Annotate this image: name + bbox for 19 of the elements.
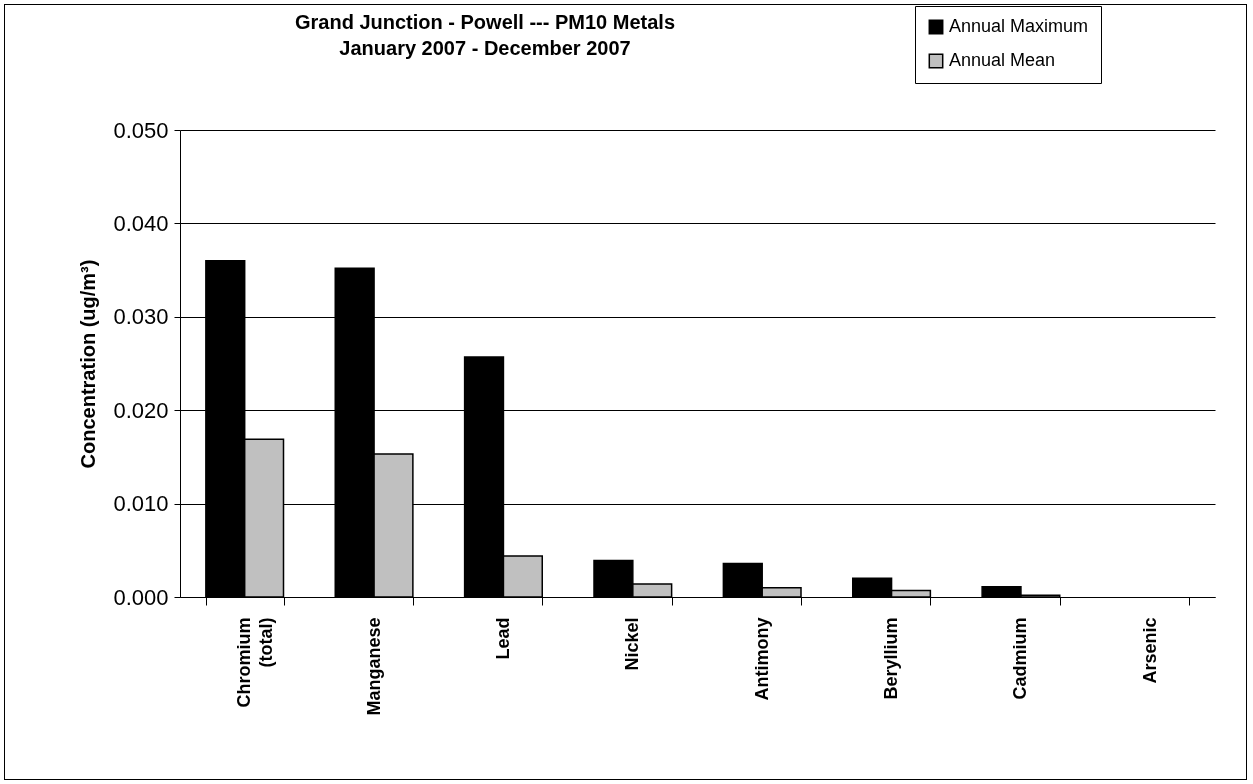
chart-title: Grand Junction - Powell --- PM10 Metals: [294, 11, 676, 33]
x-tick-label: Chromium (total): [234, 617, 277, 708]
x-tick-label: Arsenic: [1139, 617, 1160, 684]
y-tick-label: 0.030: [113, 304, 169, 330]
legend-label: Annual Maximum: [949, 16, 1089, 36]
x-tick-label: Nickel: [622, 617, 643, 671]
x-tick-label: Lead: [492, 617, 513, 660]
x-tick-label: Manganese: [363, 617, 384, 716]
y-tick-label: 0.000: [113, 584, 169, 610]
y-tick-label: 0.050: [113, 117, 169, 143]
chart-subtitle: January 2007 - December 2007: [339, 37, 631, 59]
x-tick-label: Beryllium: [881, 617, 902, 700]
x-tick-label: Cadmium: [1010, 617, 1031, 700]
legend-label: Annual Mean: [949, 50, 1056, 70]
y-tick-label: 0.020: [113, 397, 169, 423]
y-axis-title: Concentration (ug/m³): [77, 259, 100, 469]
y-tick-label: 0.010: [113, 491, 169, 517]
y-tick-label: 0.040: [113, 210, 169, 236]
x-tick-label: Antimony: [751, 617, 772, 701]
